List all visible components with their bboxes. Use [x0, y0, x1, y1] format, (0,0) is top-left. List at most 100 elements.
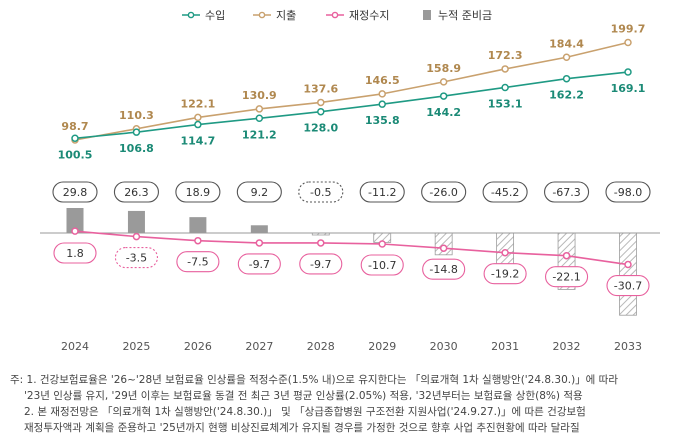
balance-data-label: -10.7	[368, 259, 396, 272]
expense-point	[317, 98, 325, 107]
income-data-label: 144.2	[426, 106, 461, 119]
income-point	[501, 83, 509, 92]
expense-line	[74, 41, 629, 141]
expense-data-label: 199.7	[611, 22, 646, 35]
balance-value-box	[53, 242, 97, 264]
income-data-label: 162.2	[549, 89, 584, 102]
balance-point	[132, 232, 141, 241]
balance-data-label: -9.7	[249, 258, 270, 271]
income-point	[194, 120, 202, 129]
x-tick-label: 2030	[430, 340, 458, 353]
expense-point	[255, 105, 264, 113]
footnote-line: '23년 인상률 유지, '29년 이후는 보험료율 동결 전 최근 3년 평균…	[24, 390, 583, 402]
balance-point	[255, 239, 264, 247]
balance-point	[194, 236, 202, 245]
footnotes: 주: 1. 건강보험료율은 '26~'28년 보험료율 인상률을 적정수준(1.…	[10, 372, 700, 436]
expense-data-label: 130.9	[242, 89, 277, 102]
balance-value-box	[299, 253, 343, 275]
legend-marker	[331, 11, 339, 19]
balance-value-box	[422, 258, 466, 280]
expense-data-label: 137.6	[303, 82, 338, 95]
balance-point	[439, 244, 448, 252]
reserve-value-box	[605, 181, 651, 203]
balance-data-label: -3.5	[126, 252, 147, 265]
income-point	[255, 114, 264, 123]
reserve-data-label: -26.0	[429, 186, 457, 199]
reserve-bar	[66, 208, 84, 233]
legend-item: 수입	[182, 9, 225, 22]
balance-line	[74, 230, 629, 266]
x-tick-label: 2028	[307, 340, 335, 353]
legend-marker	[258, 11, 266, 19]
balance-value-box	[360, 254, 404, 276]
reserve-value-box	[175, 181, 221, 203]
income-data-label: 121.2	[242, 128, 277, 141]
balance-point	[71, 227, 79, 235]
income-point	[132, 128, 141, 136]
expense-point	[562, 53, 571, 62]
legend: 수입 지출 재정수지 누적 준비금	[182, 9, 492, 22]
reserve-data-label: 29.8	[63, 186, 88, 199]
income-point	[439, 92, 448, 100]
income-data-label: 128.0	[303, 122, 338, 135]
expense-data-label: 158.9	[426, 62, 461, 75]
reserve-data-label: 18.9	[186, 186, 211, 199]
footnote-line: 주: 1. 건강보험료율은 '26~'28년 보험료율 인상률을 적정수준(1.…	[10, 374, 619, 386]
reserve-value-box	[113, 181, 159, 203]
income-point	[562, 74, 571, 83]
data-labels: 98.7 110.3 122.1 130.9 137.6 146.5 158.9 172.3 1…	[52, 22, 651, 297]
expense-data-label: 122.1	[180, 97, 215, 110]
x-tick-label: 2031	[491, 340, 519, 353]
reserve-bar-negative	[619, 232, 637, 316]
reserve-value-box	[52, 181, 98, 203]
series-lines	[71, 38, 632, 269]
x-axis: 2024 2025 2026 2027 2028 2029 2030 2031 2032 2033	[61, 340, 642, 353]
income-data-label: 100.5	[58, 148, 93, 161]
reserve-data-label: -98.0	[614, 186, 642, 199]
reserve-data-label: 9.2	[251, 186, 269, 199]
balance-data-label: -9.7	[310, 258, 331, 271]
balance-value-box	[606, 274, 650, 297]
reserve-value-box	[544, 181, 590, 203]
income-point	[378, 100, 386, 108]
balance-data-label: -14.8	[429, 263, 457, 276]
footnote-line: 2. 본 재정전망은 「의료개혁 1차 실행방안('24.8.30.)」 및 「…	[24, 406, 586, 418]
reserve-value-box	[298, 181, 344, 203]
expense-point	[378, 90, 386, 98]
x-tick-label: 2032	[553, 340, 581, 353]
income-line	[74, 71, 629, 140]
legend-label: 지출	[276, 9, 296, 22]
reserve-value-box	[359, 181, 405, 203]
reserve-bar	[250, 225, 268, 233]
balance-value-box	[114, 247, 158, 269]
expense-data-label: 98.7	[61, 120, 88, 133]
balance-value-box	[483, 263, 527, 285]
legend-item: 누적 준비금	[423, 9, 492, 22]
x-tick-label: 2025	[122, 340, 150, 353]
reserve-data-label: 26.3	[124, 186, 149, 199]
expense-data-label: 146.5	[365, 74, 400, 87]
reserve-value-box	[482, 181, 528, 203]
legend-label: 수입	[205, 9, 225, 22]
x-tick-label: 2029	[368, 340, 396, 353]
reserve-data-label: -45.2	[491, 186, 519, 199]
income-point	[71, 134, 79, 143]
reserve-data-label: -67.3	[552, 186, 580, 199]
reserve-data-label: -0.5	[310, 186, 331, 199]
expense-data-label: 184.4	[549, 37, 584, 50]
balance-point	[501, 248, 509, 257]
expense-point	[439, 78, 448, 86]
balance-data-label: -22.1	[552, 271, 580, 284]
balance-data-label: -19.2	[491, 268, 519, 281]
balance-point	[378, 240, 386, 248]
income-point	[624, 68, 632, 76]
legend-item: 재정수지	[326, 9, 389, 22]
balance-point	[562, 251, 571, 260]
balance-point	[624, 260, 632, 269]
balance-value-box	[545, 266, 589, 288]
expense-data-label: 110.3	[119, 109, 154, 122]
expense-point	[194, 113, 202, 122]
x-tick-label: 2024	[61, 340, 89, 353]
expense-data-label: 172.3	[488, 49, 523, 62]
income-data-label: 169.1	[611, 82, 646, 95]
